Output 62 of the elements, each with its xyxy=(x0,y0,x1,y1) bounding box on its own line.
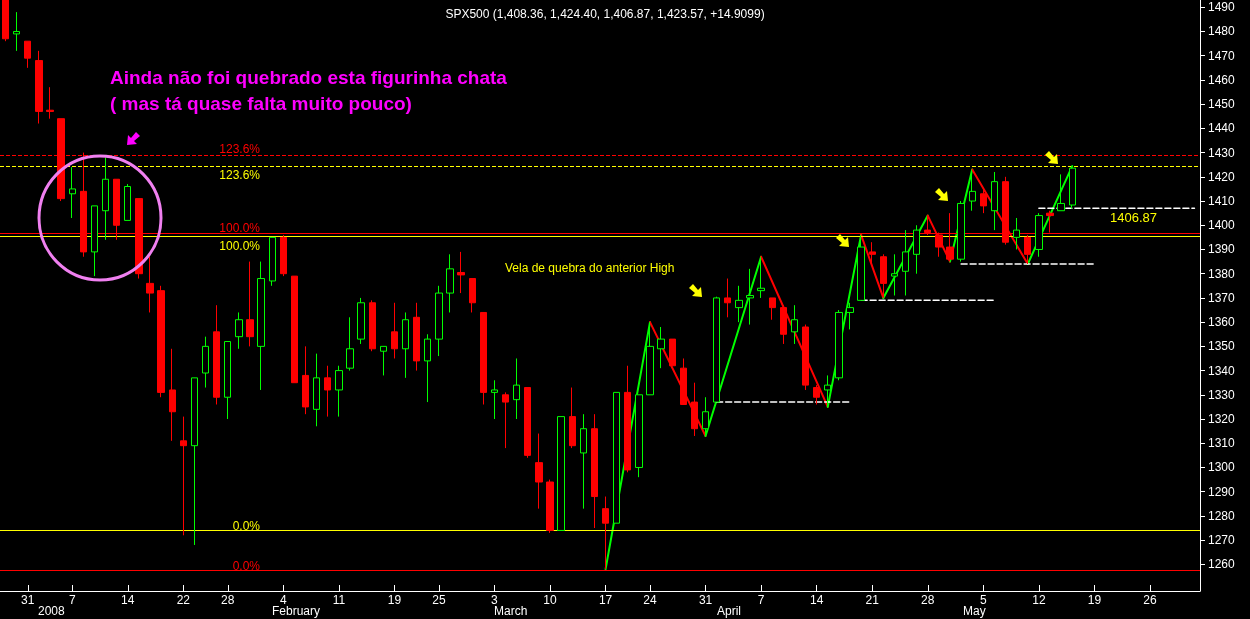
annotation: Ainda não foi quebrado esta figurinha chata xyxy=(110,67,508,88)
annotation: 1406.87 xyxy=(1110,210,1157,225)
y-tick-label: 1320 xyxy=(1208,412,1236,427)
annotation: 123.6% xyxy=(219,142,261,156)
y-tick-label: 1440 xyxy=(1208,121,1236,136)
y-tick-label: 1270 xyxy=(1208,533,1236,548)
annotation: 0.0% xyxy=(232,519,261,533)
y-tick-label: 1370 xyxy=(1208,290,1236,305)
x-tick-label: 10 xyxy=(543,593,557,607)
y-tick-label: 1400 xyxy=(1208,218,1236,233)
x-tick-label: 24 xyxy=(643,593,657,607)
y-tick-label: 1480 xyxy=(1208,24,1236,39)
x-tick-label: 5 xyxy=(979,593,987,607)
annotation: 100.0% xyxy=(219,239,261,253)
x-tick-label: 4 xyxy=(279,593,287,607)
x-tick-label: 28 xyxy=(921,593,935,607)
y-tick-label: 1450 xyxy=(1208,97,1236,112)
y-tick-label: 1460 xyxy=(1208,72,1236,87)
y-tick-label: 1420 xyxy=(1208,169,1236,184)
x-tick-label: 14 xyxy=(809,593,824,607)
y-tick-label: 1350 xyxy=(1208,339,1236,354)
x-tick-label: 3 xyxy=(491,593,499,607)
annotation: Vela de quebra do anterior High xyxy=(505,261,675,275)
text: March xyxy=(494,604,528,618)
x-tick-label: 25 xyxy=(432,593,446,607)
y-tick-label: 1330 xyxy=(1208,387,1236,402)
annotation: ( mas tá quase falta muito pouco) xyxy=(110,93,412,114)
text: February xyxy=(272,604,321,618)
y-tick-label: 1390 xyxy=(1208,242,1236,257)
y-tick-label: 1360 xyxy=(1208,315,1236,330)
x-tick-label: 28 xyxy=(221,593,235,607)
y-tick-label: 1430 xyxy=(1208,145,1236,160)
y-tick-label: 1300 xyxy=(1208,460,1236,475)
y-tick-label: 1470 xyxy=(1208,48,1236,63)
annotation: 100.0% xyxy=(219,221,261,235)
y-tick-label: 1310 xyxy=(1208,436,1236,451)
y-tick-label: 1490 xyxy=(1208,0,1236,15)
x-tick-label: 11 xyxy=(332,593,346,607)
annotation: 123.6% xyxy=(219,168,261,182)
x-tick-label: 31 xyxy=(698,593,713,607)
x-tick-label: 19 xyxy=(1087,593,1102,607)
y-tick-label: 1290 xyxy=(1208,484,1236,499)
x-tick-label: 17 xyxy=(598,593,613,607)
text: May xyxy=(963,604,986,618)
y-tick-label: 1410 xyxy=(1208,194,1236,209)
x-tick-label: 26 xyxy=(1143,593,1157,607)
x-tick-label: 12 xyxy=(1032,593,1046,607)
y-tick-label: 1280 xyxy=(1208,508,1236,523)
annotation: 0.0% xyxy=(232,559,261,573)
x-tick-label: 7 xyxy=(68,593,76,607)
text: SPX500 (1,408.36, 1,424.40, 1,406.87, 1,423.57, +14.9099) xyxy=(445,7,765,21)
y-tick-label: 1340 xyxy=(1208,363,1236,378)
y-tick-label: 1260 xyxy=(1208,557,1236,572)
x-tick-label: 31 xyxy=(21,593,35,607)
x-tick-label: 19 xyxy=(387,593,402,607)
text: April xyxy=(717,604,742,618)
x-tick-label: 21 xyxy=(865,593,880,607)
text: 2008 xyxy=(38,604,66,618)
x-tick-label: 22 xyxy=(176,593,191,607)
x-tick-label: 14 xyxy=(121,593,135,607)
y-tick-label: 1380 xyxy=(1208,266,1236,281)
x-tick-label: 7 xyxy=(757,593,765,607)
